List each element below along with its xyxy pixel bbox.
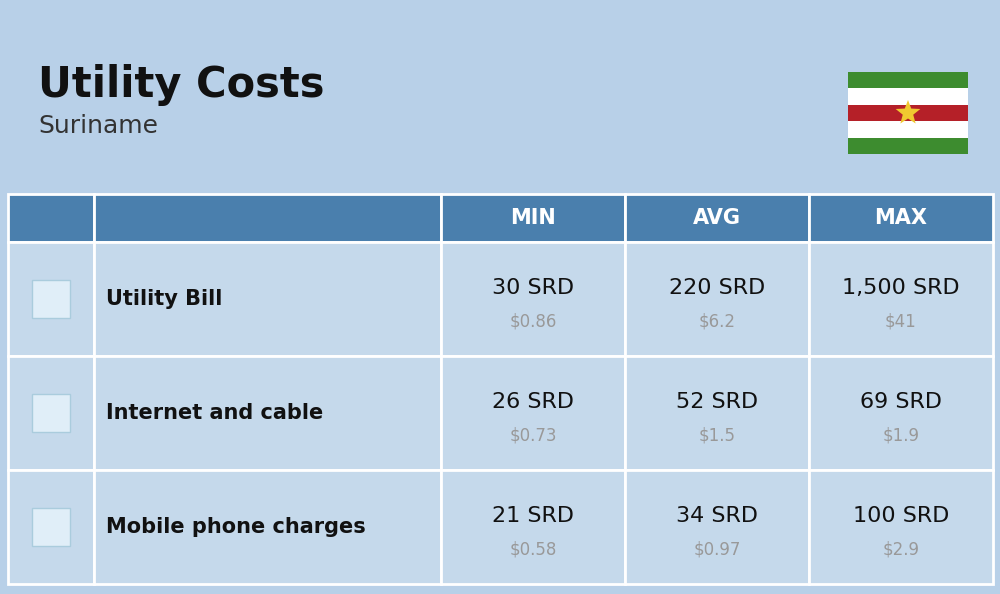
Bar (848, 89, 968, 105)
Bar (441, 194, 625, 242)
Bar (848, 138, 968, 154)
Text: 34 SRD: 34 SRD (676, 505, 758, 526)
Text: 21 SRD: 21 SRD (492, 505, 574, 526)
Bar (94, 356, 441, 470)
Text: $41: $41 (885, 313, 917, 331)
Text: Internet and cable: Internet and cable (106, 403, 323, 423)
Bar (32, 508, 70, 546)
Bar (848, 72, 968, 89)
Bar (94, 194, 441, 242)
Text: MIN: MIN (510, 208, 556, 228)
Bar (441, 242, 625, 356)
Text: MAX: MAX (874, 208, 927, 228)
Bar (32, 394, 70, 432)
Text: $0.86: $0.86 (509, 313, 557, 331)
Text: 26 SRD: 26 SRD (492, 391, 574, 412)
Bar (809, 356, 993, 470)
Bar (8, 194, 94, 242)
Bar (441, 356, 625, 470)
Text: 30 SRD: 30 SRD (492, 277, 574, 298)
Bar (625, 242, 809, 356)
Text: $0.73: $0.73 (509, 427, 557, 445)
Bar (625, 194, 809, 242)
Text: 69 SRD: 69 SRD (860, 391, 942, 412)
Text: $1.5: $1.5 (698, 427, 735, 445)
Text: $0.58: $0.58 (509, 541, 557, 559)
Text: $1.9: $1.9 (882, 427, 919, 445)
Text: $0.97: $0.97 (693, 541, 741, 559)
Bar (809, 194, 993, 242)
Text: AVG: AVG (693, 208, 741, 228)
Bar (32, 280, 70, 318)
Bar (809, 242, 993, 356)
Bar (8, 242, 94, 356)
Bar (94, 470, 441, 584)
Polygon shape (896, 100, 920, 124)
Text: 1,500 SRD: 1,500 SRD (842, 277, 960, 298)
Bar (848, 105, 968, 121)
Text: 220 SRD: 220 SRD (669, 277, 765, 298)
Text: Utility Bill: Utility Bill (106, 289, 222, 309)
Text: $6.2: $6.2 (698, 313, 735, 331)
Bar (441, 470, 625, 584)
Bar (94, 242, 441, 356)
Bar (8, 470, 94, 584)
Bar (625, 470, 809, 584)
Bar (625, 356, 809, 470)
Text: 100 SRD: 100 SRD (853, 505, 949, 526)
Bar (809, 470, 993, 584)
Bar (8, 356, 94, 470)
Text: Suriname: Suriname (38, 114, 158, 138)
Bar (848, 121, 968, 138)
Text: $2.9: $2.9 (882, 541, 919, 559)
Text: Utility Costs: Utility Costs (38, 64, 324, 106)
Text: Mobile phone charges: Mobile phone charges (106, 517, 365, 537)
Text: 52 SRD: 52 SRD (676, 391, 758, 412)
